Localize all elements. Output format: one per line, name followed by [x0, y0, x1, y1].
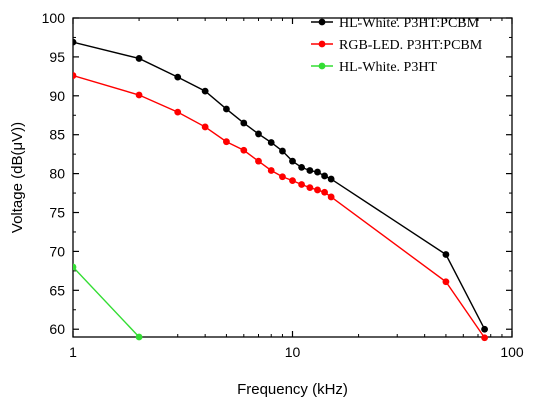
y-tick-label: 70: [49, 243, 65, 259]
data-point: [279, 173, 286, 181]
x-tick-label: 1: [69, 344, 77, 360]
data-point: [442, 251, 450, 258]
series-line: [73, 74, 486, 339]
y-tick-label: 100: [42, 10, 66, 26]
data-point: [174, 108, 182, 116]
series-line: [73, 266, 140, 338]
legend: HL-White. P3HT:PCBM RGB-LED. P3HT:PCBM HL-…: [311, 16, 483, 75]
data-point: [306, 184, 314, 192]
data-point: [314, 168, 321, 176]
series-line: [73, 41, 486, 330]
y-tick-label: 95: [49, 49, 65, 65]
data-point: [255, 130, 262, 138]
data-point: [298, 181, 305, 188]
legend-swatch-marker: [318, 40, 326, 48]
data-point: [327, 175, 335, 183]
legend-label: HL-White. P3HT: [339, 60, 437, 75]
legend-swatch-marker: [318, 62, 326, 70]
ticks: 60 65 70 75 80 85 90 95 100 1 10 100: [42, 10, 524, 360]
data-point: [73, 72, 77, 79]
data-point: [267, 139, 275, 146]
data-point: [267, 167, 275, 174]
y-axis-title: Voltage (dB(μV)): [9, 122, 26, 233]
data-point: [73, 263, 77, 271]
legend-item: RGB-LED. P3HT:PCBM: [311, 38, 483, 53]
data-point: [289, 177, 296, 185]
data-point: [73, 38, 77, 46]
x-tick-label: 100: [500, 344, 524, 360]
series-2: [73, 72, 488, 342]
data-point: [240, 119, 248, 127]
data-point: [201, 87, 209, 95]
y-tick-label: 75: [49, 205, 65, 221]
data-point: [279, 147, 286, 155]
data-point: [289, 157, 296, 165]
series-1: [73, 38, 488, 333]
data-point: [174, 73, 182, 81]
x-tick-label: 10: [285, 344, 301, 360]
y-tick-label: 85: [49, 127, 65, 143]
data-point: [481, 334, 488, 342]
data-point: [298, 163, 305, 171]
data-point: [327, 193, 335, 201]
legend-item: HL-White. P3HT:PCBM: [311, 16, 480, 31]
legend-label: HL-White. P3HT:PCBM: [339, 16, 480, 31]
data-point: [135, 91, 143, 99]
data-point: [223, 138, 230, 146]
data-point: [201, 123, 209, 131]
data-point: [223, 105, 230, 113]
series-layer: [73, 38, 488, 342]
y-tick-label: 60: [49, 321, 65, 337]
data-point: [314, 186, 321, 194]
data-point: [240, 146, 248, 154]
legend-swatch-marker: [318, 18, 326, 26]
data-point: [481, 325, 488, 333]
data-point: [442, 278, 450, 286]
y-tick-label: 80: [49, 166, 65, 182]
data-point: [321, 172, 328, 180]
y-tick-label: 65: [49, 282, 65, 298]
legend-item: HL-White. P3HT: [311, 60, 437, 75]
x-axis-title: Frequency (kHz): [237, 381, 348, 398]
data-point: [321, 188, 328, 196]
data-point: [306, 167, 314, 174]
legend-label: RGB-LED. P3HT:PCBM: [339, 38, 483, 53]
data-point: [135, 333, 143, 341]
data-point: [135, 55, 143, 62]
y-tick-label: 90: [49, 88, 65, 104]
data-point: [255, 157, 262, 165]
series-3: [73, 263, 143, 341]
